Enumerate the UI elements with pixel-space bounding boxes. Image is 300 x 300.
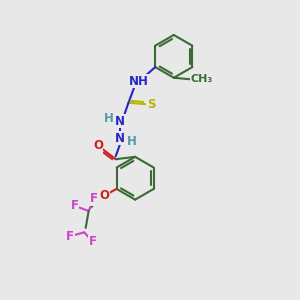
Text: S: S (147, 98, 155, 111)
Text: H: H (104, 112, 114, 125)
Text: F: F (66, 230, 74, 243)
Text: H: H (127, 136, 137, 148)
Text: F: F (70, 199, 78, 212)
Text: F: F (88, 235, 97, 248)
Text: O: O (93, 139, 103, 152)
Text: N: N (115, 132, 125, 145)
Text: NH: NH (129, 75, 149, 88)
Text: O: O (99, 189, 109, 202)
Text: CH₃: CH₃ (190, 74, 212, 84)
Text: F: F (90, 192, 98, 205)
Text: N: N (115, 115, 125, 128)
